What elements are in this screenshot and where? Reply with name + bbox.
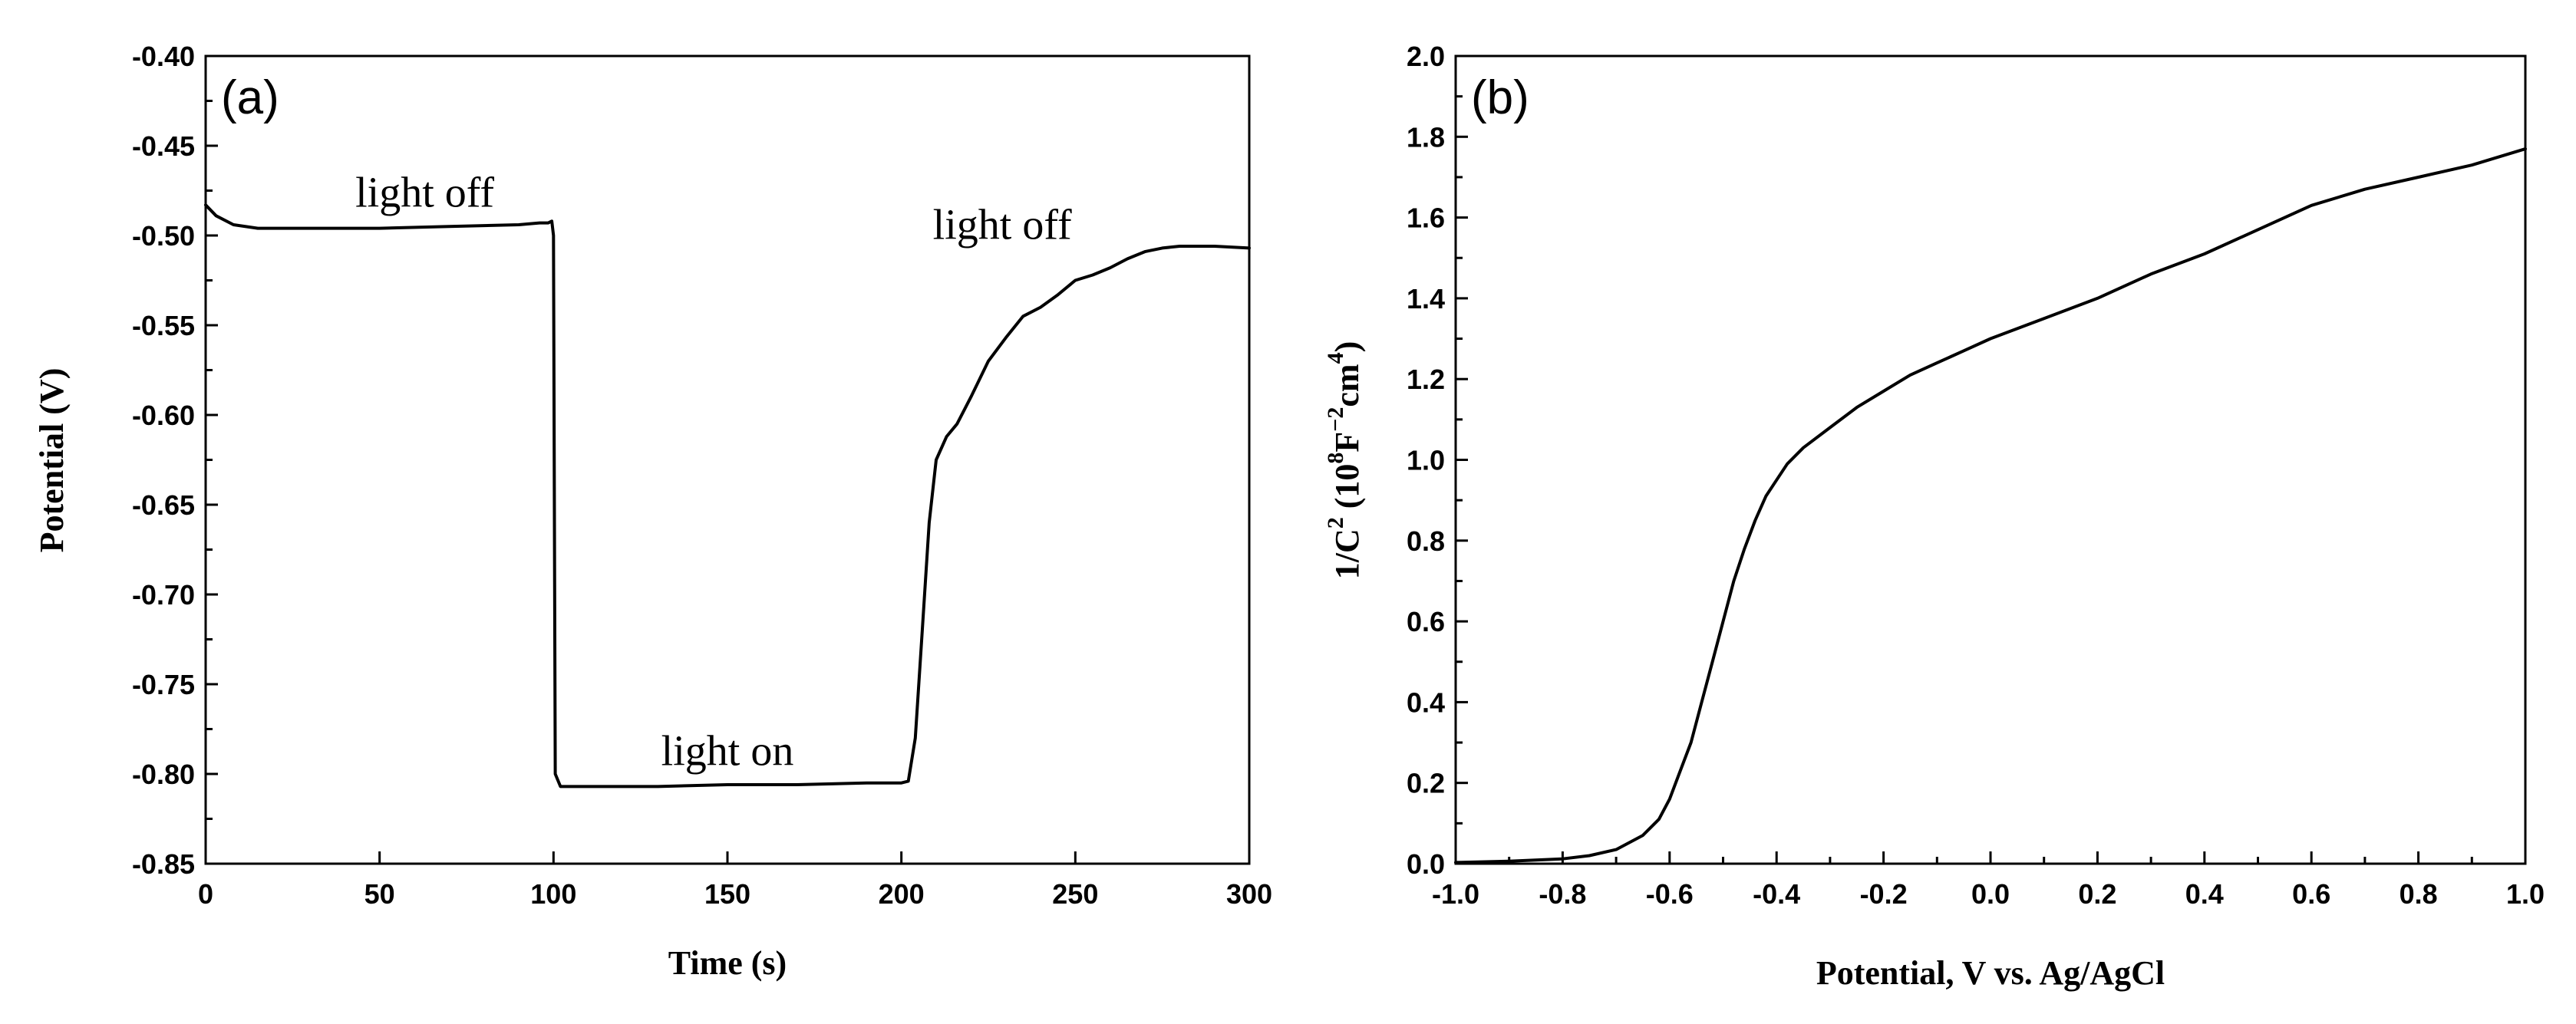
panel-a-y-tick-labels: -0.85 -0.80 -0.75 -0.70 -0.65 -0.60 -0.55 -0.50… <box>132 41 195 880</box>
panel-b-x-tick-label: -0.2 <box>1860 878 1908 910</box>
panel-b-x-tick-label: -1.0 <box>1432 878 1479 910</box>
ylabel-b-mid3: cm <box>1328 364 1366 407</box>
panel-a-x-tick-label: 250 <box>1052 878 1098 910</box>
panel-a-series-line <box>204 203 1251 789</box>
panel-a-y-tick-label: -0.75 <box>132 669 195 700</box>
ylabel-b-sup4: 4 <box>1323 352 1348 364</box>
panel-b-y-tick-label: 2.0 <box>1407 41 1445 72</box>
ylabel-b-prefix: 1/C <box>1328 528 1366 579</box>
panel-b-frame <box>1454 54 2527 865</box>
panel-b-y-tick-label: 1.6 <box>1407 202 1445 234</box>
panel-b-x-tick-label: -0.6 <box>1646 878 1694 910</box>
panel-a-y-axis-title: Potential (V) <box>33 368 71 553</box>
panel-b-y-tick-label: 0.6 <box>1407 606 1445 637</box>
panel-b-x-tick-labels: -1.0 -0.8 -0.6 -0.4 -0.2 0.0 0.2 0.4 0.6 0.8 1.0 <box>1432 878 2545 910</box>
ylabel-b-suffix: ) <box>1328 341 1366 353</box>
panel-b-x-tick-label: -0.4 <box>1753 878 1800 910</box>
panel-b-x-tick-label: -0.8 <box>1539 878 1586 910</box>
panel-b-x-tick-label: 0.8 <box>2400 878 2438 910</box>
panel-a-y-tick-label: -0.80 <box>132 759 195 790</box>
ylabel-b-mid1: (10 <box>1328 464 1366 518</box>
panel-b-y-tick-label: 1.4 <box>1407 283 1445 314</box>
panel-a-x-tick-label: 100 <box>530 878 576 910</box>
panel-a-x-tick-label: 150 <box>704 878 750 910</box>
panel-b-ticks <box>1454 54 2527 865</box>
panel-a-x-tick-label: 300 <box>1226 878 1272 910</box>
panel-a-y-tick-label: -0.70 <box>132 579 195 611</box>
panel-a-y-tick-label: -0.60 <box>132 400 195 431</box>
panel-b-y-tick-label: 0.2 <box>1407 768 1445 799</box>
panel-a-label: (a) <box>221 71 279 124</box>
panel-a-y-tick-label: -0.65 <box>132 489 195 521</box>
panel-a-y-tick-label: -0.45 <box>132 130 195 162</box>
panel-a-y-tick-label: -0.55 <box>132 310 195 341</box>
panel-b-x-tick-label: 0.4 <box>2185 878 2224 910</box>
panel-b-y-tick-label: 1.8 <box>1407 121 1445 153</box>
panel-a: (a) 0 50 100 150 200 250 300 -0.85-0.80-0.75-0… <box>33 41 1272 982</box>
panel-b-y-tick-label: 1.2 <box>1407 364 1445 395</box>
panel-b-y-tick-label: 0.0 <box>1407 848 1445 880</box>
panel-b-y-axis-title: 1/C2 (108F−2cm4) <box>1323 341 1366 580</box>
panel-b-x-tick-label: 1.0 <box>2506 878 2545 910</box>
panel-b-y-tick-labels: 0.0 0.2 0.4 0.6 0.8 1.0 1.2 1.4 1.6 1.8 2.0 <box>1407 41 1445 880</box>
panel-a-y-tick-label: -0.50 <box>132 220 195 252</box>
panel-a-ticks <box>204 54 1251 865</box>
panel-a-annotation: light on <box>661 727 794 775</box>
panel-a-y-tick-label: -0.40 <box>132 41 195 72</box>
ylabel-b-mid2: F <box>1328 432 1366 453</box>
panel-a-x-tick-label: 50 <box>364 878 395 910</box>
panel-b-label: (b) <box>1471 71 1529 124</box>
panel-b-x-tick-label: 0.2 <box>2078 878 2116 910</box>
panel-a-annotation: light off <box>933 202 1072 249</box>
panel-b-x-tick-label: 0.0 <box>1971 878 2010 910</box>
panel-a-annotation: light off <box>355 170 494 217</box>
panel-a-x-tick-label: 200 <box>879 878 925 910</box>
panel-a-y-tick-label: -0.85 <box>132 848 195 880</box>
panel-a-x-axis-title: Time (s) <box>668 944 787 982</box>
panel-a-x-tick-labels: 0 50 100 150 200 250 300 <box>198 878 1272 910</box>
panel-b: (b) -1.0 -0.8 -0.6 -0.4 -0.2 0.0 0.2 0.4 0.6 0.8 1… <box>1323 41 2545 992</box>
ylabel-b-sup2: 8 <box>1323 453 1348 464</box>
panel-b-y-tick-label: 1.0 <box>1407 445 1445 476</box>
panel-b-y-tick-label: 0.4 <box>1407 687 1445 718</box>
panel-b-x-tick-label: 0.6 <box>2292 878 2330 910</box>
panel-b-y-tick-label: 0.8 <box>1407 525 1445 557</box>
panel-b-series-line <box>1454 147 2527 864</box>
panel-b-x-axis-title: Potential, V vs. Ag/AgCl <box>1816 954 2165 992</box>
panel-a-annotations: light off light on light off <box>355 170 1072 775</box>
panel-a-x-tick-label: 0 <box>198 878 213 910</box>
ylabel-b-sup3: −2 <box>1323 407 1348 432</box>
ylabel-b-sup1: 2 <box>1323 517 1348 528</box>
